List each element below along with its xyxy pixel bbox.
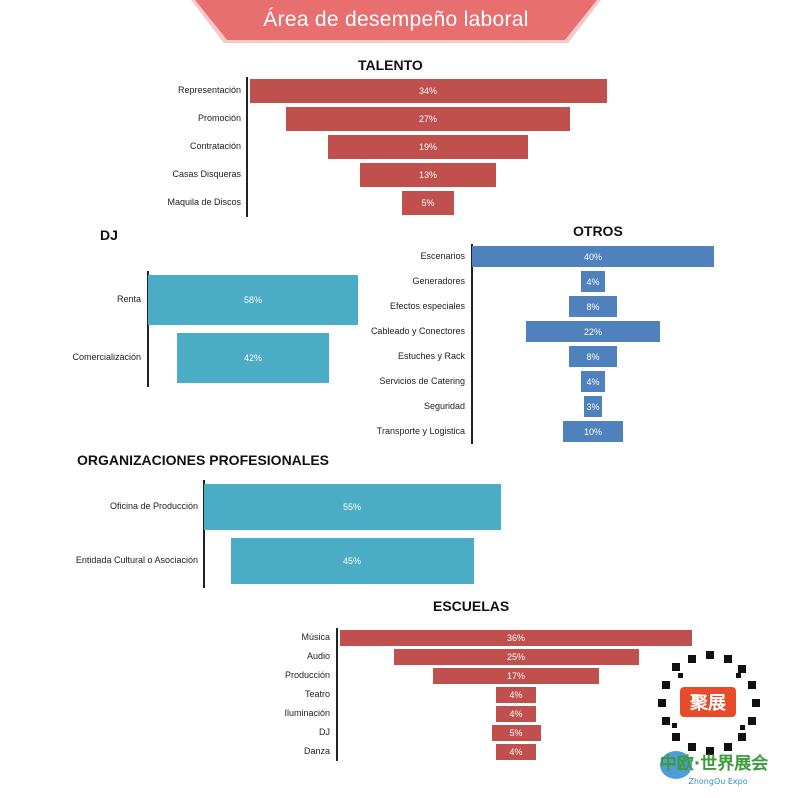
otros-bar-value-label: 22% xyxy=(583,326,602,337)
escuelas-bar-value-label: 36% xyxy=(506,632,525,643)
escuelas-category-label: DJ xyxy=(319,726,330,737)
talento-category-label: Contratación xyxy=(189,141,241,151)
talento-bar-value-label: 13% xyxy=(418,170,437,180)
talento-bar-value-label: 27% xyxy=(418,114,437,124)
otros-axis-line xyxy=(471,244,473,444)
escuelas-bar-value-label: 4% xyxy=(509,746,523,757)
escuelas-bar: 4% xyxy=(496,705,536,722)
escuelas-category-label: Iluminación xyxy=(284,707,330,718)
organizaciones-bar: 45% xyxy=(230,538,474,584)
escuelas-bar: 4% xyxy=(496,686,536,703)
otros-category-label: Generadores xyxy=(412,275,465,286)
organizaciones-bar: 55% xyxy=(203,484,501,530)
escuelas-bar-value-label: 4% xyxy=(509,689,523,700)
escuelas-bar: 4% xyxy=(496,743,536,760)
escuelas-bar: 17% xyxy=(432,667,600,684)
escuelas-bar-value-label: 17% xyxy=(506,670,525,681)
organizaciones-bar-value-label: 45% xyxy=(342,556,361,566)
otros-bar: 8% xyxy=(568,296,618,317)
otros-bar: 3% xyxy=(583,396,603,417)
otros-bar-value-label: 40% xyxy=(583,251,602,262)
talento-bar: 34% xyxy=(249,79,607,103)
otros-category-label: Efectos especiales xyxy=(389,300,465,311)
dj-bar: 42% xyxy=(176,333,330,383)
organizaciones-category-label: Entidada Cultural o Asociación xyxy=(75,555,198,565)
dj-chart-title: DJ xyxy=(100,227,118,243)
talento-category-label: Representación xyxy=(177,85,241,95)
otros-bar: 4% xyxy=(580,371,606,392)
talento-category-label: Promoción xyxy=(197,113,241,123)
otros-bar: 40% xyxy=(472,246,714,267)
talento-axis-line xyxy=(246,77,248,217)
organizaciones-axis-line xyxy=(203,480,205,588)
dj-bar-value-label: 58% xyxy=(243,295,262,305)
otros-chart-title: OTROS xyxy=(573,223,623,239)
otros-category-label: Cableado y Conectores xyxy=(370,325,465,336)
otros-bar-value-label: 10% xyxy=(583,426,602,437)
otros-bar-value-label: 8% xyxy=(586,301,600,312)
otros-bar: 8% xyxy=(568,346,618,367)
otros-bar: 4% xyxy=(580,271,606,292)
talento-bar-value-label: 5% xyxy=(421,198,435,208)
otros-category-label: Transporte y Logistica xyxy=(376,425,465,436)
escuelas-bar-value-label: 25% xyxy=(506,651,525,662)
talento-chart-title: TALENTO xyxy=(358,57,423,73)
escuelas-bar: 36% xyxy=(339,629,693,646)
page-title: Área de desempeño laboral xyxy=(195,0,597,40)
otros-bar-value-label: 8% xyxy=(586,351,600,362)
otros-bar-value-label: 4% xyxy=(586,376,600,387)
organizaciones-chart-title: ORGANIZACIONES PROFESIONALES xyxy=(77,452,330,468)
escuelas-bar-value-label: 5% xyxy=(509,727,523,738)
otros-category-label: Estuches y Rack xyxy=(397,350,465,361)
escuelas-category-label: Música xyxy=(301,631,330,642)
talento-category-label: Casas Disqueras xyxy=(172,169,241,179)
escuelas-category-label: Producción xyxy=(284,669,330,680)
talento-bar: 19% xyxy=(328,135,528,159)
otros-category-label: Servicios de Catering xyxy=(379,375,465,386)
otros-bar: 10% xyxy=(562,421,624,442)
watermark-brand-sub: ZhongOu Expo xyxy=(688,777,747,786)
dj-bar: 58% xyxy=(147,275,359,325)
escuelas-bar-value-label: 4% xyxy=(509,708,523,719)
escuelas-bar: 5% xyxy=(491,724,541,741)
watermark-brand-text: 中欧·世界展会 xyxy=(660,753,768,774)
escuelas-category-label: Audio xyxy=(306,650,330,661)
dj-axis-line xyxy=(147,271,149,387)
watermark-logo: 聚展 中欧·世界展会 ZhongOu Expo xyxy=(656,649,768,786)
otros-bar-value-label: 3% xyxy=(586,401,600,412)
dj-category-label: Comercialización xyxy=(72,352,141,362)
otros-category-label: Seguridad xyxy=(423,400,465,411)
talento-bar-value-label: 34% xyxy=(418,86,437,96)
talento-bar: 5% xyxy=(401,191,455,215)
escuelas-chart-title: ESCUELAS xyxy=(433,598,510,614)
otros-category-label: Escenarios xyxy=(420,250,465,261)
escuelas-category-label: Teatro xyxy=(304,688,330,699)
dj-category-label: Renta xyxy=(116,294,141,304)
organizaciones-category-label: Oficina de Producción xyxy=(109,501,198,511)
organizaciones-bar-value-label: 55% xyxy=(342,502,361,512)
talento-bar-value-label: 19% xyxy=(418,142,437,152)
dj-bar-value-label: 42% xyxy=(243,353,262,363)
escuelas-axis-line xyxy=(336,628,338,761)
escuelas-bar: 25% xyxy=(393,648,639,665)
talento-category-label: Maquila de Discos xyxy=(167,197,241,207)
otros-bar-value-label: 4% xyxy=(586,276,600,287)
escuelas-category-label: Danza xyxy=(303,745,330,756)
watermark-logo-text: 聚展 xyxy=(689,693,727,714)
talento-bar: 13% xyxy=(359,163,497,187)
otros-bar: 22% xyxy=(526,321,660,342)
talento-bar: 27% xyxy=(286,107,570,131)
